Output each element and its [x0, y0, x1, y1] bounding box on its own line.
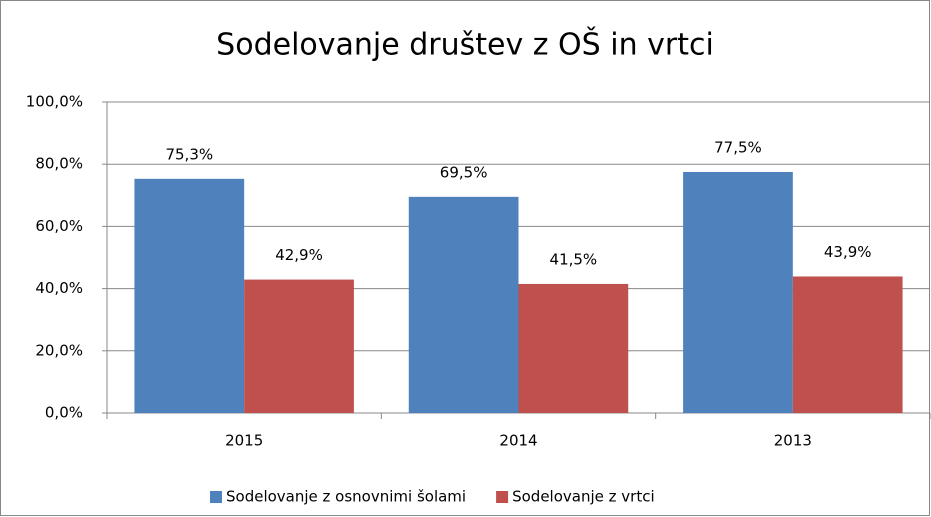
y-tick-label: 60,0% [35, 217, 83, 235]
y-tick-label: 40,0% [35, 279, 83, 297]
value-label: 42,9% [275, 246, 323, 264]
value-label: 41,5% [550, 250, 598, 268]
y-tick-label: 80,0% [35, 155, 83, 173]
value-label: 75,3% [165, 145, 213, 163]
bar [683, 171, 793, 413]
legend-label: Sodelovanje z osnovnimi šolami [226, 488, 466, 506]
value-label: 69,5% [440, 163, 488, 181]
x-tick-label: 2014 [499, 432, 537, 450]
x-tick-label: 2013 [774, 432, 812, 450]
y-tick-label: 0,0% [45, 404, 83, 422]
legend-label: Sodelovanje z vrtci [512, 488, 655, 506]
chart-title: Sodelovanje društev z OŠ in vrtci [216, 26, 714, 63]
bar [792, 276, 903, 413]
y-tick-label: 20,0% [35, 341, 83, 359]
legend-swatch [210, 491, 222, 503]
bar [518, 283, 629, 413]
bar [408, 196, 519, 413]
bar [244, 279, 354, 413]
value-label: 77,5% [714, 138, 762, 156]
x-tick-label: 2015 [225, 432, 263, 450]
value-label: 43,9% [824, 243, 872, 261]
y-tick-label: 100,0% [26, 93, 83, 111]
legend-swatch [496, 491, 509, 503]
bar [134, 178, 245, 413]
